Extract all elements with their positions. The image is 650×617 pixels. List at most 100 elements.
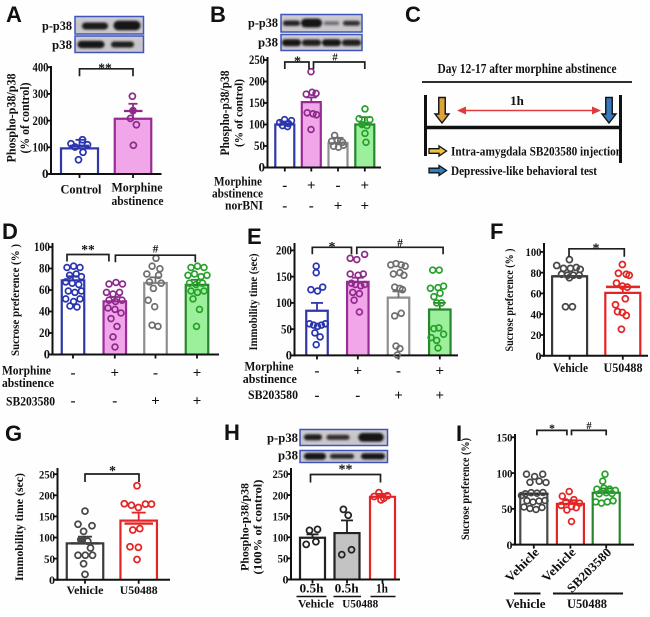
svg-text:+: + xyxy=(361,178,370,194)
svg-text:G: G xyxy=(5,421,22,446)
svg-text:(% of control): (% of control) xyxy=(232,79,246,147)
svg-text:+: + xyxy=(436,388,445,404)
svg-text:80: 80 xyxy=(39,262,50,276)
svg-text:#: # xyxy=(153,243,159,255)
svg-text:20: 20 xyxy=(39,326,50,340)
svg-text:50: 50 xyxy=(254,138,265,153)
svg-text:+: + xyxy=(193,366,202,382)
svg-text:Morphine: Morphine xyxy=(245,360,294,374)
svg-text:p38: p38 xyxy=(258,35,278,50)
svg-text:#: # xyxy=(332,52,338,64)
svg-text:abstinence: abstinence xyxy=(2,376,54,390)
svg-text:150: 150 xyxy=(497,431,513,445)
svg-text:0: 0 xyxy=(283,573,289,587)
svg-text:Phospho-p38/p38: Phospho-p38/p38 xyxy=(218,71,232,156)
svg-text:E: E xyxy=(247,224,262,249)
svg-text:norBNI: norBNI xyxy=(225,199,263,213)
svg-text:100: 100 xyxy=(33,140,49,155)
svg-text:*: * xyxy=(593,242,600,257)
svg-text:250: 250 xyxy=(249,52,265,67)
svg-text:U50488: U50488 xyxy=(604,361,643,375)
svg-text:-: - xyxy=(153,366,158,382)
svg-text:100: 100 xyxy=(39,531,55,545)
svg-text:abstinence: abstinence xyxy=(243,372,297,386)
svg-text:-: - xyxy=(282,199,287,215)
svg-text:0.5h: 0.5h xyxy=(300,581,325,596)
svg-text:B: B xyxy=(210,2,226,27)
svg-text:40: 40 xyxy=(531,307,542,321)
svg-text:Vehicle: Vehicle xyxy=(553,361,588,375)
svg-text:Immobility time (sec): Immobility time (sec) xyxy=(246,254,260,351)
svg-text:p-p38: p-p38 xyxy=(42,18,72,33)
svg-text:Phospho-p38/p38: Phospho-p38/p38 xyxy=(4,73,19,162)
svg-text:50: 50 xyxy=(502,502,513,516)
svg-text:Intra-amygdala SB203580 inject: Intra-amygdala SB203580 injection xyxy=(451,145,622,159)
svg-text:0: 0 xyxy=(286,349,292,363)
svg-text:-: - xyxy=(309,199,314,215)
svg-text:U50488: U50488 xyxy=(567,597,607,611)
svg-text:I: I xyxy=(456,421,462,446)
svg-text:150: 150 xyxy=(273,509,289,523)
svg-text:100: 100 xyxy=(276,296,292,310)
svg-text:0: 0 xyxy=(507,538,513,552)
svg-text:#: # xyxy=(586,421,592,432)
svg-text:Sucrose preference (%): Sucrose preference (%) xyxy=(460,438,472,540)
svg-text:Morphine: Morphine xyxy=(2,364,51,378)
svg-text:(% of control): (% of control) xyxy=(18,83,32,154)
svg-text:100: 100 xyxy=(497,466,513,480)
svg-text:250: 250 xyxy=(273,467,289,481)
svg-text:Phospho-p38/p38: Phospho-p38/p38 xyxy=(238,483,252,571)
svg-text:Vehicle: Vehicle xyxy=(298,597,335,611)
svg-text:-: - xyxy=(112,394,117,410)
svg-text:+: + xyxy=(361,199,370,215)
svg-text:50: 50 xyxy=(44,552,55,566)
svg-text:-: - xyxy=(315,388,320,404)
svg-text:Morphine: Morphine xyxy=(112,180,163,195)
svg-text:0: 0 xyxy=(42,166,49,181)
svg-text:#: # xyxy=(397,237,403,249)
svg-text:SB203580: SB203580 xyxy=(248,388,298,402)
svg-text:Vehicle: Vehicle xyxy=(67,583,105,597)
svg-text:200: 200 xyxy=(249,74,265,89)
svg-text:0: 0 xyxy=(44,348,50,362)
svg-text:Sucrose preference (% ): Sucrose preference (% ) xyxy=(504,248,516,351)
svg-text:Control: Control xyxy=(61,182,102,197)
svg-text:200: 200 xyxy=(39,489,55,503)
svg-text:-: - xyxy=(71,394,76,410)
svg-text:-: - xyxy=(336,178,341,194)
svg-text:60: 60 xyxy=(531,287,542,301)
svg-text:-: - xyxy=(71,366,76,382)
svg-text:abstinence: abstinence xyxy=(112,193,164,208)
svg-text:-: - xyxy=(282,178,287,194)
svg-text:*: * xyxy=(294,55,301,70)
svg-text:200: 200 xyxy=(273,488,289,502)
svg-text:300: 300 xyxy=(33,86,49,101)
svg-text:p-p38: p-p38 xyxy=(248,15,278,30)
svg-text:250: 250 xyxy=(39,467,55,481)
svg-text:-: - xyxy=(355,388,360,404)
svg-text:200: 200 xyxy=(33,113,49,128)
svg-text:Vehicle: Vehicle xyxy=(506,597,546,611)
svg-text:+: + xyxy=(111,366,120,382)
svg-text:150: 150 xyxy=(249,95,265,110)
svg-text:100: 100 xyxy=(34,240,50,254)
svg-text:Day 12-17 after morphine absti: Day 12-17 after morphine abstinence xyxy=(438,61,617,76)
svg-text:abstinence: abstinence xyxy=(212,187,263,201)
svg-text:A: A xyxy=(6,2,22,27)
svg-text:1h: 1h xyxy=(376,581,389,596)
svg-text:+: + xyxy=(354,364,363,380)
svg-text:Sucrose preference (% ): Sucrose preference (% ) xyxy=(8,244,22,356)
svg-text:0: 0 xyxy=(536,349,542,363)
svg-text:100: 100 xyxy=(273,531,289,545)
svg-text:-: - xyxy=(315,364,320,380)
svg-text:(100% of control): (100% of control) xyxy=(251,480,265,575)
svg-text:U50488: U50488 xyxy=(342,597,378,611)
svg-text:50: 50 xyxy=(281,322,292,336)
svg-text:+: + xyxy=(193,394,202,410)
svg-text:**: ** xyxy=(98,61,112,76)
svg-text:Morphine: Morphine xyxy=(214,175,262,189)
svg-text:80: 80 xyxy=(531,266,542,280)
svg-text:SB203580: SB203580 xyxy=(6,395,55,409)
svg-text:100: 100 xyxy=(526,245,542,259)
svg-text:200: 200 xyxy=(276,244,292,258)
